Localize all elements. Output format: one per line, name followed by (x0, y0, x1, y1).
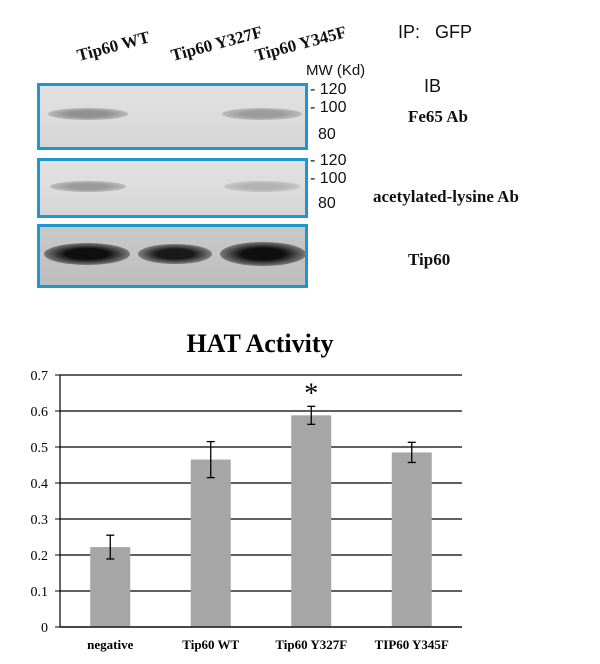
x-tick-label: negative (87, 637, 133, 652)
bar (90, 547, 131, 627)
antibody-label-fe65: Fe65 Ab (408, 107, 468, 126)
y-tick-label: 0.5 (31, 441, 49, 456)
blot-panel-fe65 (37, 83, 308, 150)
y-tick-label: 0.6 (31, 405, 49, 420)
bar (291, 415, 332, 627)
blot-panel-tip60 (37, 224, 308, 288)
mw-marker: - 100 (310, 99, 347, 116)
x-tick-label: Tip60 Y327F (275, 637, 347, 652)
mw-marker: 80 (318, 195, 336, 212)
mw-marker: - 120 (310, 152, 347, 169)
y-tick-label: 0.7 (31, 369, 49, 384)
antibody-label-tip60: Tip60 (408, 250, 451, 269)
blot-panel-acetyl-lysine (37, 158, 308, 218)
band-lane-1 (48, 108, 128, 120)
y-tick-label: 0.1 (31, 585, 49, 600)
mw-marker: 80 (318, 126, 336, 143)
x-tick-label: Tip60 WT (182, 637, 239, 652)
band-lane-3 (220, 242, 305, 266)
significance-marker: * (304, 378, 318, 409)
mw-header: MW (Kd) (306, 62, 366, 79)
band-lane-3 (222, 108, 302, 120)
bar (391, 452, 432, 627)
band-lane-3 (224, 181, 300, 192)
x-tick-label: TIP60 Y345F (375, 637, 449, 652)
y-tick-label: 0.3 (31, 513, 49, 528)
ip-label: IP: GFP (398, 22, 473, 42)
y-tick-label: 0.2 (31, 549, 49, 564)
mw-marker: - 120 (310, 81, 347, 98)
chart-title: HAT Activity (186, 329, 333, 358)
band-lane-2 (138, 244, 212, 264)
ib-label: IB (424, 76, 442, 96)
mw-marker: - 100 (310, 170, 347, 187)
band-lane-1 (50, 181, 126, 192)
band-lane-1 (44, 243, 130, 265)
antibody-label-acetyl-lysine: acetylated-lysine Ab (373, 187, 519, 206)
y-tick-label: 0 (41, 621, 48, 636)
bar (190, 459, 231, 627)
y-tick-label: 0.4 (31, 477, 49, 492)
